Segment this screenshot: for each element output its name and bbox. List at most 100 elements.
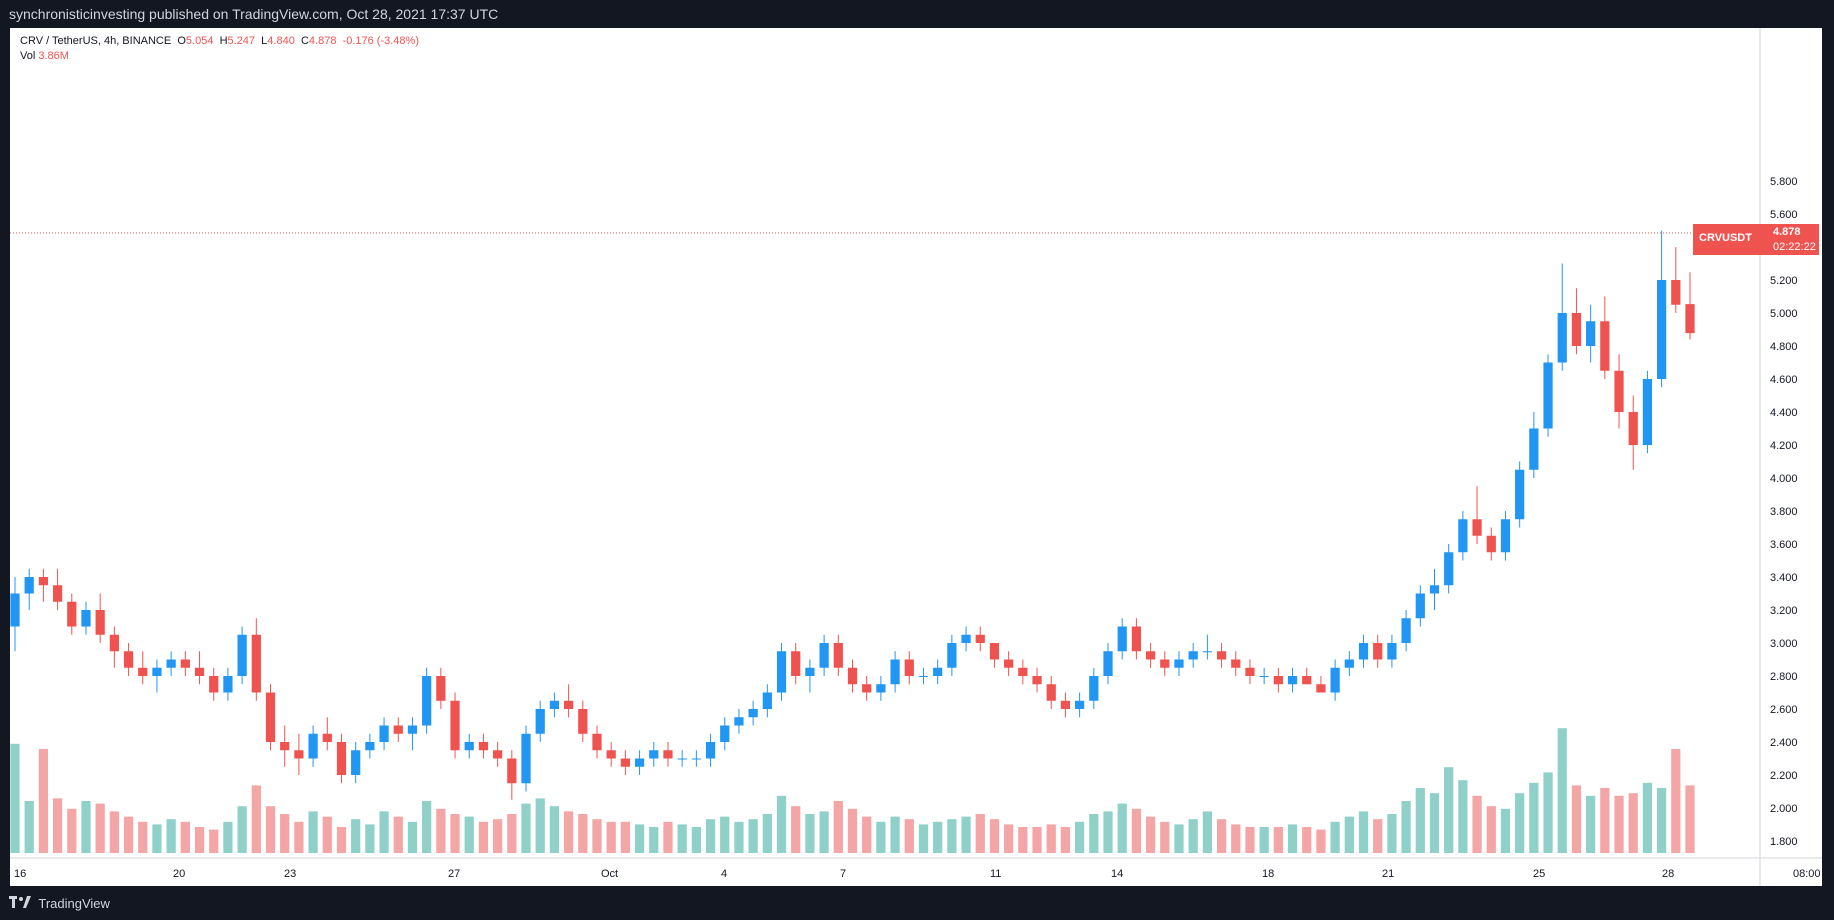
candle-body: [1089, 676, 1099, 701]
candle-body: [365, 742, 375, 751]
candle-body: [805, 667, 815, 676]
candle-body: [1216, 651, 1227, 660]
volume-bar: [1302, 827, 1312, 853]
volume-bar: [1231, 824, 1241, 853]
price-tick-label: 4.000: [1770, 473, 1798, 485]
volume-bar: [10, 743, 20, 853]
volume-bar: [1486, 806, 1496, 853]
price-tick-label: 5.800: [1770, 176, 1798, 188]
candle-body: [24, 577, 34, 594]
price-tick-label: 2.200: [1770, 770, 1798, 782]
candle-body: [762, 692, 772, 709]
volume-bar: [1216, 819, 1227, 853]
time-tick-label: 23: [284, 868, 296, 880]
volume-bar: [592, 819, 602, 853]
close-value: 4.878: [308, 35, 337, 47]
volume-bar: [1515, 793, 1525, 853]
volume-bar: [1273, 827, 1283, 853]
volume-bar: [705, 819, 716, 853]
candle-body: [10, 593, 20, 627]
candle-body: [478, 742, 489, 751]
price-axis[interactable]: 1.800 2.000 2.200 2.400 2.600 2.800 3.000 3.200…: [1770, 176, 1798, 848]
volume-bar: [478, 821, 489, 853]
volume-bar: [422, 801, 432, 853]
chart-canvas[interactable]: 1.800 2.000 2.200 2.400 2.600 2.800 3.000 3.200…: [10, 28, 1822, 886]
volume-bar: [1614, 795, 1624, 853]
candle-body: [95, 610, 105, 635]
volume-bar: [1586, 795, 1596, 853]
volume-bar: [1458, 780, 1468, 853]
chart-panel[interactable]: 1.800 2.000 2.200 2.400 2.600 2.800 3.000 3.200…: [10, 28, 1822, 886]
candle-body: [1500, 519, 1511, 553]
candle-body: [1571, 313, 1582, 346]
volume-bar: [776, 795, 787, 853]
price-tag-symbol: CRVUSDT: [1699, 232, 1752, 244]
candle-body: [1174, 659, 1184, 668]
candle-body: [890, 659, 900, 685]
candle-body: [1486, 535, 1496, 553]
price-tick-label: 2.600: [1770, 704, 1798, 716]
candle-body: [1316, 684, 1326, 693]
time-tick-label: 7: [840, 868, 846, 880]
price-tick-label: 5.600: [1770, 209, 1798, 221]
candle-body: [1117, 626, 1127, 652]
volume-bar: [450, 814, 460, 853]
volume-bar: [720, 816, 730, 853]
volume-bar: [1018, 827, 1028, 853]
last-price-tag: CRVUSDT 4.878 02:22:22: [1693, 224, 1819, 255]
volume-bar: [1103, 811, 1113, 853]
low-value: 4.840: [267, 35, 295, 47]
time-axis[interactable]: 16 20 23 27 Oct 4 7 11 14 18 21 25 28 08:00: [14, 868, 1821, 880]
candle-body: [1515, 469, 1525, 520]
candle-body: [379, 725, 389, 742]
candle-body: [1401, 618, 1411, 643]
volume-bar: [1060, 827, 1071, 853]
volume-bar: [1245, 827, 1255, 853]
volume-bar: [1188, 819, 1198, 853]
candle-body: [1614, 370, 1624, 412]
volume-bar: [606, 821, 616, 853]
candle-body: [691, 758, 701, 760]
volume-bar: [1358, 811, 1369, 853]
published-text: synchronisticinvesting published on Trad…: [9, 6, 499, 22]
candle-body: [450, 700, 460, 751]
volume-bar: [1600, 788, 1610, 853]
price-tick-label: 4.600: [1770, 374, 1798, 386]
price-tick-label: 2.400: [1770, 737, 1798, 749]
candle-body: [351, 750, 361, 775]
candle-body: [1259, 676, 1269, 677]
time-tick-label: 11: [990, 868, 1001, 880]
volume-bar: [734, 821, 744, 853]
candle-body: [1075, 700, 1085, 709]
volume-bar: [1401, 801, 1411, 853]
volume-bar: [1174, 824, 1184, 853]
candle-body: [847, 667, 858, 685]
candle-body: [791, 651, 801, 676]
volume-bar: [81, 801, 91, 853]
time-tick-label: 4: [721, 868, 727, 880]
candle-body: [294, 750, 304, 759]
candle-body: [975, 634, 985, 643]
volume-bar: [294, 821, 304, 853]
volume-bar: [933, 821, 943, 853]
candle-body: [1472, 519, 1482, 536]
tradingview-logo-icon: [9, 893, 31, 917]
volume-bar: [1330, 821, 1340, 853]
candle-body: [677, 758, 687, 760]
candle-body: [1160, 659, 1170, 668]
price-tick-label: 3.000: [1770, 638, 1798, 650]
volume-bar: [805, 814, 815, 853]
candle-body: [1145, 651, 1156, 660]
candle-body: [776, 651, 787, 693]
candle-body: [1656, 280, 1667, 379]
candle-body: [1529, 428, 1539, 470]
volume-bar: [762, 814, 772, 853]
footer-brand[interactable]: TradingView: [38, 896, 110, 911]
volume-bar: [535, 798, 545, 853]
volume-bar: [209, 829, 219, 853]
candle-body: [933, 667, 943, 676]
candle-body: [1018, 667, 1028, 676]
candle-body: [393, 725, 403, 734]
volume-bar: [180, 821, 190, 853]
volume-bar: [351, 819, 361, 853]
